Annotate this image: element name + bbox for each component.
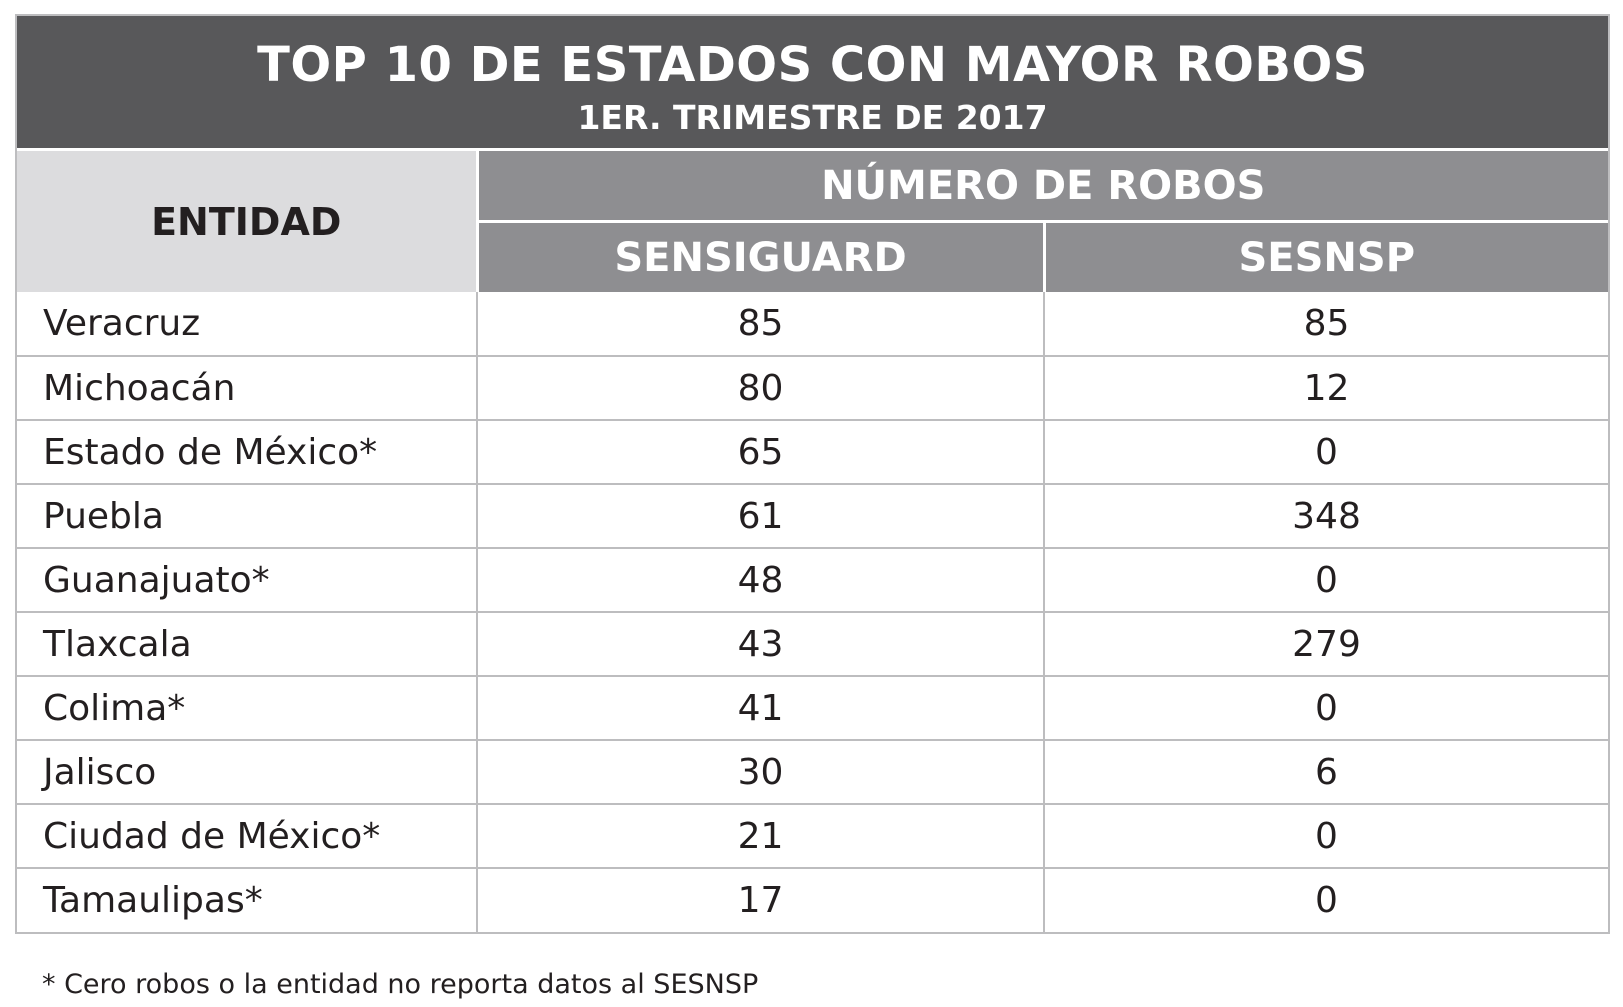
cell-sesnsp: 0 xyxy=(1043,675,1608,741)
cell-sensiguard: 17 xyxy=(476,867,1045,932)
table-body: Veracruz 85 85 Michoacán 80 12 Estado de Méxic… xyxy=(17,292,1608,932)
cell-entidad: Veracruz xyxy=(17,292,478,357)
cell-sensiguard: 85 xyxy=(476,292,1045,357)
cell-entidad: Guanajuato* xyxy=(17,547,478,613)
header-entidad: ENTIDAD xyxy=(17,148,479,292)
data-table: ENTIDAD NÚMERO DE ROBOS SENSIGUARD SESNS… xyxy=(17,148,1608,932)
cell-sesnsp: 348 xyxy=(1043,483,1608,549)
cell-sensiguard: 61 xyxy=(476,483,1045,549)
cell-sesnsp: 279 xyxy=(1043,611,1608,677)
table-row: Veracruz 85 85 xyxy=(17,292,1608,357)
table-row: Ciudad de México* 21 0 xyxy=(17,803,1608,869)
cell-sensiguard: 21 xyxy=(476,803,1045,869)
cell-sesnsp: 0 xyxy=(1043,867,1608,932)
title-bar: TOP 10 DE ESTADOS CON MAYOR ROBOS 1ER. T… xyxy=(17,16,1608,148)
cell-sensiguard: 80 xyxy=(476,355,1045,421)
table-row: Estado de México* 65 0 xyxy=(17,419,1608,485)
table-row: Guanajuato* 48 0 xyxy=(17,547,1608,613)
table-frame: TOP 10 DE ESTADOS CON MAYOR ROBOS 1ER. T… xyxy=(15,14,1610,934)
cell-sesnsp: 85 xyxy=(1043,292,1608,357)
table-row: Colima* 41 0 xyxy=(17,675,1608,741)
cell-entidad: Tamaulipas* xyxy=(17,867,478,932)
footnote: * Cero robos o la entidad no reporta dat… xyxy=(42,969,759,1000)
header-sesnsp: SESNSP xyxy=(1044,221,1608,292)
table-row: Jalisco 30 6 xyxy=(17,739,1608,805)
cell-entidad: Estado de México* xyxy=(17,419,478,485)
cell-entidad: Tlaxcala xyxy=(17,611,478,677)
header-sensiguard: SENSIGUARD xyxy=(477,221,1046,292)
cell-entidad: Jalisco xyxy=(17,739,478,805)
cell-sesnsp: 0 xyxy=(1043,547,1608,613)
cell-sesnsp: 0 xyxy=(1043,803,1608,869)
cell-entidad: Michoacán xyxy=(17,355,478,421)
cell-sensiguard: 48 xyxy=(476,547,1045,613)
cell-entidad: Ciudad de México* xyxy=(17,803,478,869)
table-row: Tlaxcala 43 279 xyxy=(17,611,1608,677)
table-row: Tamaulipas* 17 0 xyxy=(17,867,1608,932)
cell-sensiguard: 41 xyxy=(476,675,1045,741)
table-row: Michoacán 80 12 xyxy=(17,355,1608,421)
table-title: TOP 10 DE ESTADOS CON MAYOR ROBOS xyxy=(257,37,1368,93)
header-numero-de-robos: NÚMERO DE ROBOS xyxy=(477,148,1608,223)
table-subtitle: 1ER. TRIMESTRE DE 2017 xyxy=(577,98,1048,137)
cell-sesnsp: 12 xyxy=(1043,355,1608,421)
cell-entidad: Colima* xyxy=(17,675,478,741)
cell-entidad: Puebla xyxy=(17,483,478,549)
cell-sensiguard: 30 xyxy=(476,739,1045,805)
cell-sensiguard: 43 xyxy=(476,611,1045,677)
cell-sesnsp: 6 xyxy=(1043,739,1608,805)
cell-sensiguard: 65 xyxy=(476,419,1045,485)
table-row: Puebla 61 348 xyxy=(17,483,1608,549)
cell-sesnsp: 0 xyxy=(1043,419,1608,485)
